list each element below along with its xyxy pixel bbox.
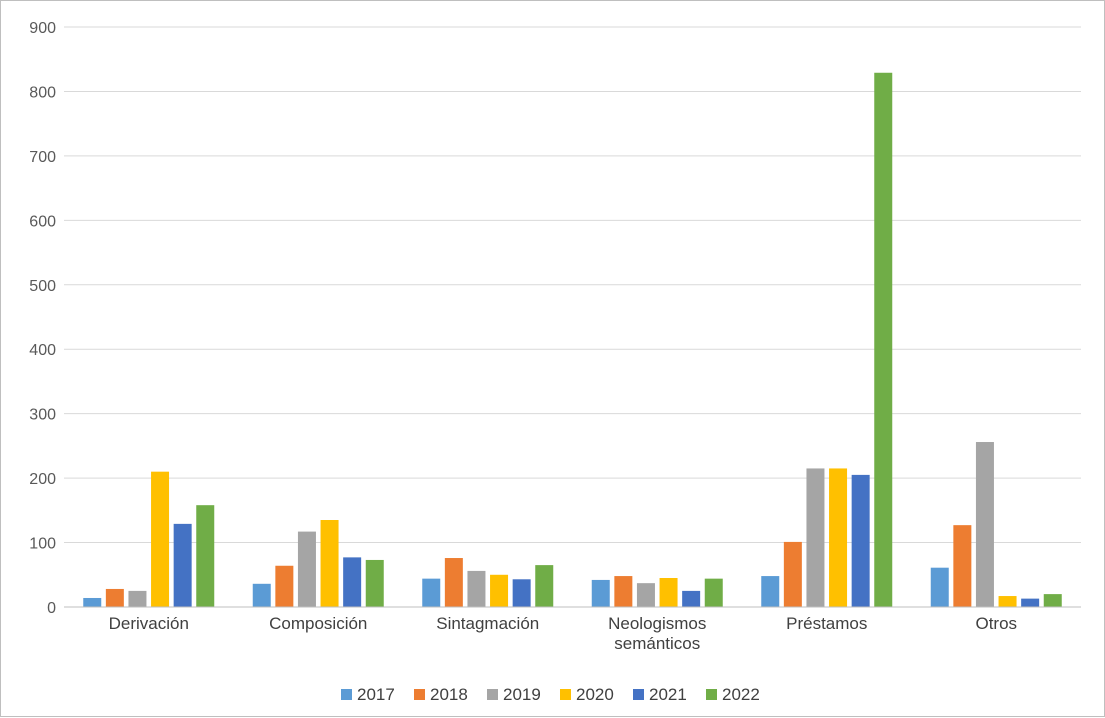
legend-swatch-2019 (487, 689, 498, 700)
bar-2019-2 (467, 570, 486, 607)
legend-swatch-2021 (633, 689, 644, 700)
bar-2019-1 (297, 531, 316, 607)
bar-2021-1 (343, 557, 362, 607)
bars (83, 72, 1062, 607)
bar-2017-4 (761, 576, 780, 607)
bar-2018-2 (444, 558, 463, 607)
y-tick-label: 300 (29, 407, 56, 424)
y-tick-label: 500 (29, 278, 56, 295)
bar-2017-5 (930, 567, 949, 607)
bar-2017-0 (83, 597, 102, 607)
legend-label: 2017 (357, 685, 395, 704)
category-label: Neologismos (608, 614, 706, 633)
bar-2021-2 (512, 579, 531, 607)
legend-swatch-2020 (560, 689, 571, 700)
y-axis-ticks: 0 100 200 300 400 500 600 700 800 900 (29, 20, 56, 617)
bar-2017-1 (252, 583, 271, 607)
legend-label: 2019 (503, 685, 541, 704)
bar-2022-5 (1043, 594, 1062, 607)
bar-2021-4 (851, 474, 870, 607)
category-label: Composición (269, 614, 367, 633)
legend-label: 2022 (722, 685, 760, 704)
y-tick-label: 400 (29, 342, 56, 359)
bar-2018-0 (105, 588, 124, 607)
bar-2020-3 (659, 578, 678, 607)
bar-2019-3 (636, 583, 655, 607)
legend-label: 2021 (649, 685, 687, 704)
category-label: semánticos (614, 634, 700, 653)
y-tick-label: 600 (29, 213, 56, 230)
y-tick-label: 900 (29, 20, 56, 37)
category-labels: Derivación Composición Sintagmación Neologi… (109, 614, 1017, 653)
category-label: Derivación (109, 614, 189, 633)
gridlines (64, 26, 1081, 544)
bar-2022-2 (535, 565, 554, 607)
legend: 2017 2018 2019 2020 2021 2022 (341, 685, 760, 704)
legend-swatch-2017 (341, 689, 352, 700)
y-tick-label: 0 (47, 600, 56, 617)
category-label: Otros (975, 614, 1017, 633)
bar-2018-1 (275, 565, 294, 607)
bar-2022-4 (874, 72, 893, 607)
legend-label: 2018 (430, 685, 468, 704)
legend-label: 2020 (576, 685, 614, 704)
legend-swatch-2022 (706, 689, 717, 700)
bar-2022-0 (196, 505, 215, 607)
bar-2020-0 (151, 471, 170, 607)
y-tick-label: 200 (29, 471, 56, 488)
category-label: Préstamos (786, 614, 867, 633)
bar-2019-0 (128, 590, 147, 607)
bar-2019-5 (975, 442, 994, 607)
bar-2022-3 (704, 578, 723, 607)
bar-2022-1 (365, 559, 384, 607)
bar-2018-4 (783, 541, 802, 607)
y-tick-label: 100 (29, 536, 56, 553)
y-tick-label: 700 (29, 149, 56, 166)
category-label: Sintagmación (436, 614, 539, 633)
bar-2020-2 (490, 574, 509, 607)
bar-2018-3 (614, 576, 633, 607)
bar-2021-5 (1021, 598, 1040, 607)
bar-2020-1 (320, 520, 339, 607)
bar-2018-5 (953, 525, 972, 607)
bar-2017-2 (422, 578, 441, 607)
bar-2020-4 (829, 468, 848, 607)
bar-2017-3 (591, 579, 610, 607)
y-tick-label: 800 (29, 84, 56, 101)
bar-2019-4 (806, 468, 825, 607)
bar-2021-0 (173, 523, 192, 607)
legend-swatch-2018 (414, 689, 425, 700)
bar-2021-3 (682, 590, 701, 607)
bar-2020-5 (998, 596, 1017, 607)
